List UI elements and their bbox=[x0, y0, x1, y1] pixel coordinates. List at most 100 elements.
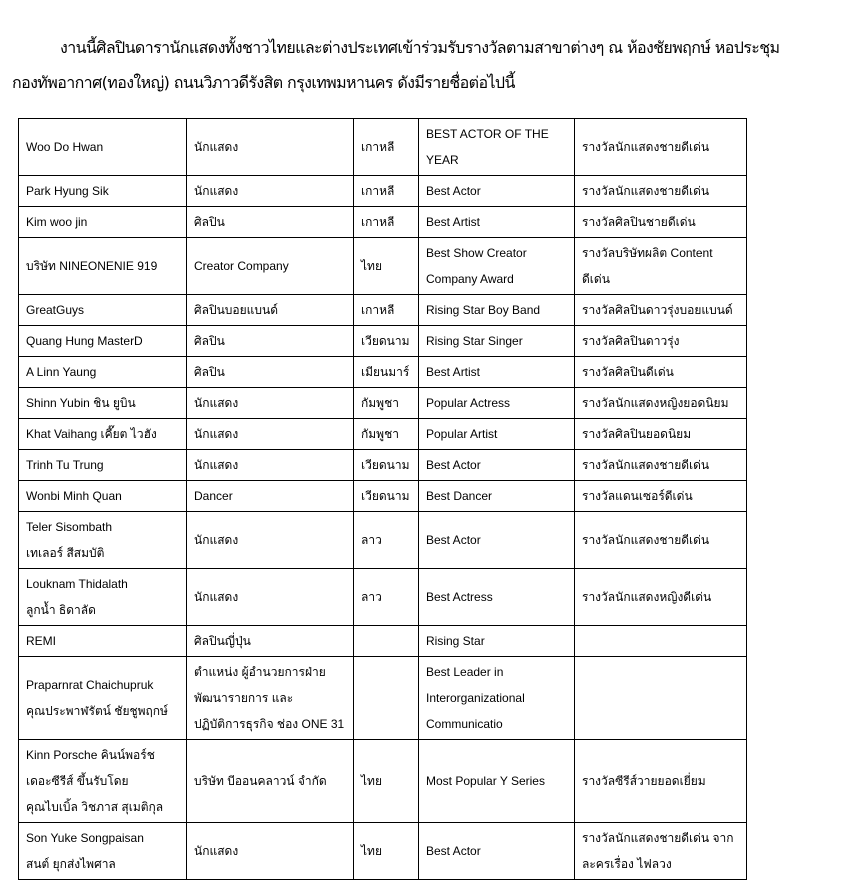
role-cell: นักแสดง bbox=[186, 822, 354, 880]
award-th-cell: รางวัลศิลปินชายดีเด่น bbox=[574, 206, 747, 238]
role-cell: นักแสดง bbox=[186, 449, 354, 481]
award-en-cell: Best Actor bbox=[418, 175, 575, 207]
table-row: Park Hyung Sik นักแสดง เกาหลี Best Actor ราง… bbox=[18, 175, 747, 207]
intro-line-2: กองทัพอากาศ(ทองใหญ่) ถนนวิภาวดีรังสิต กร… bbox=[12, 73, 515, 92]
country-cell: เกาหลี bbox=[353, 294, 419, 326]
table-row: Quang Hung MasterD ศิลปิน เวียดนาม Rising S… bbox=[18, 325, 747, 357]
country-cell: เกาหลี bbox=[353, 206, 419, 238]
name-cell: Wonbi Minh Quan bbox=[18, 480, 187, 512]
award-en-cell: Popular Artist bbox=[418, 418, 575, 450]
country-cell: เวียดนาม bbox=[353, 480, 419, 512]
award-th-cell: รางวัลนักแสดงหญิงดีเด่น bbox=[574, 568, 747, 626]
name-cell: Quang Hung MasterD bbox=[18, 325, 187, 357]
award-th-cell: รางวัลนักแสดงชายดีเด่น bbox=[574, 175, 747, 207]
table-row: REMI ศิลปินญี่ปุ่น Rising Star bbox=[18, 625, 747, 657]
table-row: Shinn Yubin ชิน ยูบิน นักแสดง กัมพูชา Popul… bbox=[18, 387, 747, 419]
award-th-cell bbox=[574, 656, 747, 740]
name-cell: บริษัท NINEONENIE 919 bbox=[18, 237, 187, 295]
role-cell: ศิลปินญี่ปุ่น bbox=[186, 625, 354, 657]
role-cell: ตำแหน่ง ผู้อำนวยการฝ่าย พัฒนารายการ และ … bbox=[186, 656, 354, 740]
country-cell: ลาว bbox=[353, 568, 419, 626]
award-en-cell: Best Show Creator Company Award bbox=[418, 237, 575, 295]
award-en-cell: Best Leader in Interorganizational Commu… bbox=[418, 656, 575, 740]
award-en-cell: Best Actress bbox=[418, 568, 575, 626]
intro-paragraph: งานนี้ศิลปินดารานักแสดงทั้งชาวไทยและต่าง… bbox=[12, 30, 857, 100]
award-th-cell: รางวัลนักแสดงชายดีเด่น จาก ละครเรื่อง ไฟ… bbox=[574, 822, 747, 880]
award-en-cell: Rising Star Singer bbox=[418, 325, 575, 357]
name-cell: Son Yuke Songpaisan สนต์ ยุกส่งไพศาล bbox=[18, 822, 187, 880]
name-cell: Kinn Porsche คินน์พอร์ช เดอะซีรีส์ ขึ้นร… bbox=[18, 739, 187, 823]
table-row: Kinn Porsche คินน์พอร์ช เดอะซีรีส์ ขึ้นร… bbox=[18, 739, 747, 823]
table-row: A Linn Yaung ศิลปิน เมียนมาร์ Best Artist รา… bbox=[18, 356, 747, 388]
name-cell: Khat Vaihang เคี๊ยต ไวฮัง bbox=[18, 418, 187, 450]
award-th-cell: รางวัลซีรีส์วายยอดเยี่ยม bbox=[574, 739, 747, 823]
table-row: บริษัท NINEONENIE 919 Creator Company ไทย B… bbox=[18, 237, 747, 295]
name-cell: GreatGuys bbox=[18, 294, 187, 326]
country-cell: ไทย bbox=[353, 739, 419, 823]
role-cell: บริษัท บีออนคลาวน์ จำกัด bbox=[186, 739, 354, 823]
role-cell: นักแสดง bbox=[186, 511, 354, 569]
table-row: Louknam Thidalath ลูกน้ำ ธิดาลัด นักแสดงล… bbox=[18, 568, 747, 626]
country-cell: เกาหลี bbox=[353, 118, 419, 176]
role-cell: ศิลปิน bbox=[186, 356, 354, 388]
table-row: Wonbi Minh Quan Dancer เวียดนาม Best Dancer… bbox=[18, 480, 747, 512]
country-cell: ไทย bbox=[353, 237, 419, 295]
table-row: Trinh Tu Trung นักแสดง เวียดนาม Best Actor ร… bbox=[18, 449, 747, 481]
award-en-cell: Best Artist bbox=[418, 206, 575, 238]
award-en-cell: Best Dancer bbox=[418, 480, 575, 512]
country-cell bbox=[353, 656, 419, 740]
table-row: GreatGuys ศิลปินบอยแบนด์ เกาหลี Rising Star… bbox=[18, 294, 747, 326]
table-row: Son Yuke Songpaisan สนต์ ยุกส่งไพศาล นักแ… bbox=[18, 822, 747, 880]
role-cell: นักแสดง bbox=[186, 118, 354, 176]
table-row: Woo Do Hwan นักแสดง เกาหลี BEST ACTOR OF TH… bbox=[18, 118, 747, 176]
award-en-cell: Popular Actress bbox=[418, 387, 575, 419]
name-cell: Trinh Tu Trung bbox=[18, 449, 187, 481]
intro-line-1: งานนี้ศิลปินดารานักแสดงทั้งชาวไทยและต่าง… bbox=[60, 38, 780, 57]
award-en-cell: Most Popular Y Series bbox=[418, 739, 575, 823]
award-en-cell: Best Artist bbox=[418, 356, 575, 388]
country-cell: กัมพูชา bbox=[353, 418, 419, 450]
role-cell: นักแสดง bbox=[186, 387, 354, 419]
award-th-cell: รางวัลศิลปินดีเด่น bbox=[574, 356, 747, 388]
role-cell: ศิลปิน bbox=[186, 206, 354, 238]
name-cell: A Linn Yaung bbox=[18, 356, 187, 388]
role-cell: นักแสดง bbox=[186, 175, 354, 207]
table-row: Praparnrat Chaichupruk คุณประพาฬรัตน์ ชั… bbox=[18, 656, 747, 740]
name-cell: Teler Sisombath เทเลอร์ สีสมบัติ bbox=[18, 511, 187, 569]
award-en-cell: Best Actor bbox=[418, 511, 575, 569]
table-row: Kim woo jin ศิลปิน เกาหลี Best Artist รางวัล… bbox=[18, 206, 747, 238]
award-th-cell: รางวัลศิลปินยอดนิยม bbox=[574, 418, 747, 450]
award-th-cell: รางวัลนักแสดงชายดีเด่น bbox=[574, 511, 747, 569]
award-th-cell: รางวัลนักแสดงหญิงยอดนิยม bbox=[574, 387, 747, 419]
award-th-cell: รางวัลบริษัทผลิต Content ดีเด่น bbox=[574, 237, 747, 295]
role-cell: นักแสดง bbox=[186, 418, 354, 450]
country-cell: เวียดนาม bbox=[353, 449, 419, 481]
role-cell: ศิลปิน bbox=[186, 325, 354, 357]
country-cell: ไทย bbox=[353, 822, 419, 880]
country-cell: เมียนมาร์ bbox=[353, 356, 419, 388]
name-cell: Park Hyung Sik bbox=[18, 175, 187, 207]
name-cell: REMI bbox=[18, 625, 187, 657]
country-cell: ลาว bbox=[353, 511, 419, 569]
country-cell: เวียดนาม bbox=[353, 325, 419, 357]
name-cell: Praparnrat Chaichupruk คุณประพาฬรัตน์ ชั… bbox=[18, 656, 187, 740]
country-cell: กัมพูชา bbox=[353, 387, 419, 419]
award-th-cell: รางวัลศิลปินดาวรุ่งบอยแบนด์ bbox=[574, 294, 747, 326]
award-en-cell: Rising Star Boy Band bbox=[418, 294, 575, 326]
name-cell: Kim woo jin bbox=[18, 206, 187, 238]
award-en-cell: Best Actor bbox=[418, 822, 575, 880]
role-cell: Dancer bbox=[186, 480, 354, 512]
table-row: Khat Vaihang เคี๊ยต ไวฮัง นักแสดง กัมพูชา P… bbox=[18, 418, 747, 450]
awards-table: Woo Do Hwan นักแสดง เกาหลี BEST ACTOR OF TH… bbox=[18, 118, 747, 880]
award-th-cell: รางวัลนักแสดงชายดีเด่น bbox=[574, 449, 747, 481]
role-cell: นักแสดง bbox=[186, 568, 354, 626]
award-en-cell: Rising Star bbox=[418, 625, 575, 657]
name-cell: Woo Do Hwan bbox=[18, 118, 187, 176]
country-cell: เกาหลี bbox=[353, 175, 419, 207]
award-en-cell: BEST ACTOR OF THE YEAR bbox=[418, 118, 575, 176]
table-row: Teler Sisombath เทเลอร์ สีสมบัติ นักแสดงล… bbox=[18, 511, 747, 569]
award-th-cell: รางวัลนักแสดงชายดีเด่น bbox=[574, 118, 747, 176]
role-cell: ศิลปินบอยแบนด์ bbox=[186, 294, 354, 326]
award-en-cell: Best Actor bbox=[418, 449, 575, 481]
award-th-cell: รางวัลศิลปินดาวรุ่ง bbox=[574, 325, 747, 357]
